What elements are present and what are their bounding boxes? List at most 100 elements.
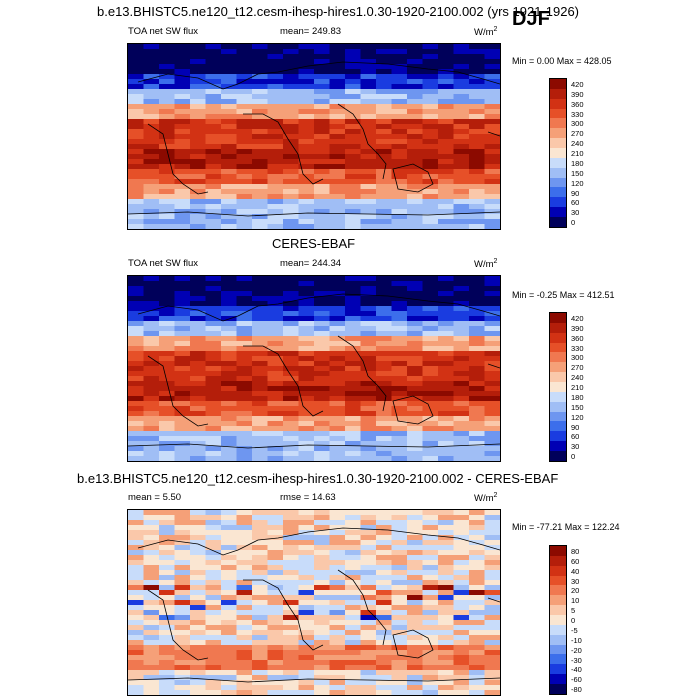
map-cell xyxy=(205,194,222,200)
map-cell xyxy=(360,114,377,120)
map-cell xyxy=(252,401,269,407)
map-cell xyxy=(329,69,346,75)
map-cell xyxy=(453,341,470,347)
map-cell xyxy=(298,44,315,50)
map-cell xyxy=(174,515,191,521)
map-cell xyxy=(128,675,145,681)
map-cell xyxy=(190,164,207,170)
map-cell xyxy=(174,595,191,601)
map-cell xyxy=(329,635,346,641)
map-cell xyxy=(376,371,393,377)
map-cell xyxy=(422,600,439,606)
map-cell xyxy=(422,321,439,327)
colorbar-tick-label: 420 xyxy=(571,80,584,89)
map-cell xyxy=(205,204,222,210)
map-cell xyxy=(469,59,486,65)
map-cell xyxy=(252,510,269,516)
map-cell xyxy=(221,174,238,180)
map-cell xyxy=(190,341,207,347)
map-cell xyxy=(484,124,500,130)
map-cell xyxy=(438,214,455,220)
map-cell xyxy=(283,276,300,282)
map-cell xyxy=(267,356,284,362)
map-cell xyxy=(407,119,424,125)
map-cell xyxy=(376,535,393,541)
map-cell xyxy=(221,154,238,160)
map-cell xyxy=(469,219,486,225)
map-cell xyxy=(314,446,331,452)
map-cell xyxy=(407,224,424,229)
map-cell xyxy=(159,54,176,60)
map-cell xyxy=(453,600,470,606)
map-cell xyxy=(236,416,253,422)
map-cell xyxy=(283,590,300,596)
map-cell xyxy=(360,361,377,367)
map-cell xyxy=(469,520,486,526)
map-cell xyxy=(143,189,160,195)
coastline xyxy=(128,443,500,449)
map-cell xyxy=(190,204,207,210)
map-cell xyxy=(267,520,284,526)
map-cell xyxy=(407,540,424,546)
map-cell xyxy=(298,645,315,651)
map-cell xyxy=(159,291,176,297)
map-cell xyxy=(236,680,253,686)
map-cell xyxy=(391,174,408,180)
map-cell xyxy=(329,535,346,541)
map-cell xyxy=(391,550,408,556)
map-cell xyxy=(438,321,455,327)
panel2-left-label: TOA net SW flux xyxy=(128,258,199,269)
map-cell xyxy=(283,436,300,442)
map-cell xyxy=(236,149,253,155)
map-cell xyxy=(267,680,284,686)
map-cell xyxy=(314,139,331,145)
map-cell xyxy=(128,174,145,180)
map-cell xyxy=(174,560,191,566)
map-cell xyxy=(422,550,439,556)
map-cell xyxy=(422,74,439,80)
map-cell xyxy=(252,316,269,322)
map-cell xyxy=(221,99,238,105)
map-cell xyxy=(391,525,408,531)
map-cell xyxy=(283,94,300,100)
map-cell xyxy=(453,446,470,452)
map-cell xyxy=(438,104,455,110)
map-cell xyxy=(298,580,315,586)
colorbar-segment xyxy=(550,342,566,353)
map-cell xyxy=(298,199,315,205)
map-cell xyxy=(174,356,191,362)
map-cell xyxy=(159,386,176,392)
map-cell xyxy=(329,416,346,422)
map-cell xyxy=(391,114,408,120)
map-cell xyxy=(252,326,269,332)
panel2-colorbar xyxy=(549,312,567,462)
map-cell xyxy=(422,149,439,155)
map-cell xyxy=(360,446,377,452)
map-cell xyxy=(422,431,439,437)
map-cell xyxy=(453,545,470,551)
map-cell xyxy=(376,510,393,516)
map-cell xyxy=(469,545,486,551)
map-cell xyxy=(345,356,362,362)
map-cell xyxy=(391,119,408,125)
map-cell xyxy=(391,276,408,282)
map-cell xyxy=(469,139,486,145)
map-cell xyxy=(267,169,284,175)
colorbar-tick-label: 180 xyxy=(571,158,584,168)
map-cell xyxy=(484,44,500,50)
map-cell xyxy=(236,670,253,676)
map-cell xyxy=(314,530,331,536)
map-cell xyxy=(438,525,455,531)
map-cell xyxy=(174,79,191,85)
map-cell xyxy=(484,224,500,229)
map-cell xyxy=(407,336,424,342)
map-cell xyxy=(484,615,500,621)
map-cell xyxy=(252,530,269,536)
map-cell xyxy=(391,54,408,60)
map-cell xyxy=(469,635,486,641)
map-cell xyxy=(267,336,284,342)
map-cell xyxy=(283,446,300,452)
map-cell xyxy=(453,174,470,180)
map-cell xyxy=(407,296,424,302)
map-cell xyxy=(469,690,486,695)
